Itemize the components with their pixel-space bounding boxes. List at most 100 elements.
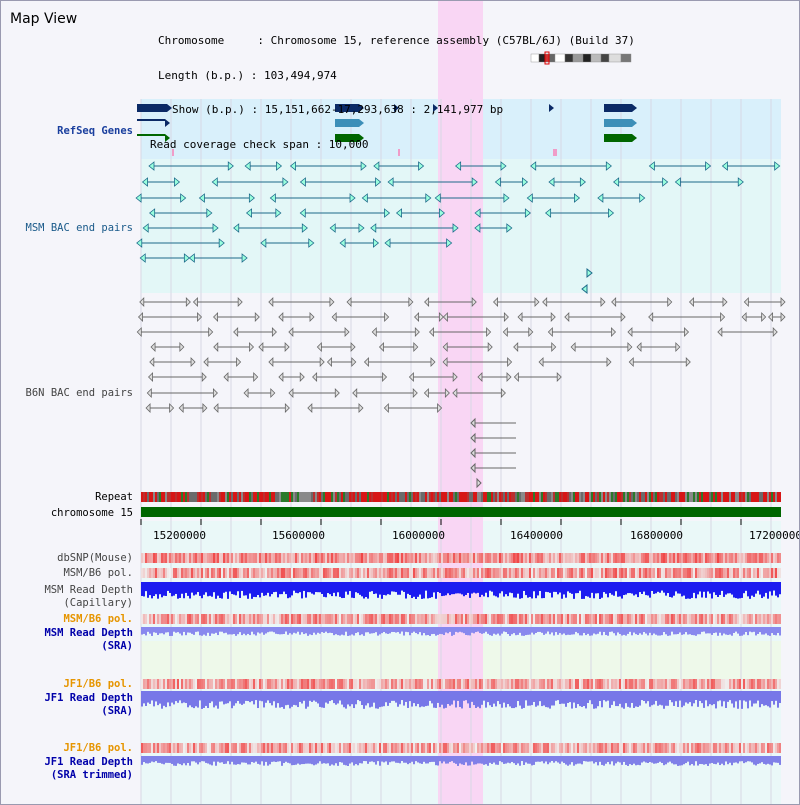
read-depth-bar xyxy=(509,582,511,593)
track-label-msm-depth-sra[interactable]: MSM Read Depth xyxy=(44,627,133,639)
b6n-end xyxy=(150,342,156,352)
polymorphism-cell xyxy=(569,568,571,578)
repeat-segment xyxy=(147,492,149,502)
polymorphism-cell xyxy=(445,614,447,624)
polymorphism-cell xyxy=(411,568,413,578)
read-depth-bar xyxy=(645,627,647,634)
repeat-segment xyxy=(737,492,739,502)
polymorphism-cell xyxy=(679,568,681,578)
read-depth-bar xyxy=(381,627,383,634)
read-depth-bar xyxy=(643,627,645,633)
read-depth-bar xyxy=(277,627,279,635)
polymorphism-cell xyxy=(775,679,777,689)
bac-end xyxy=(605,161,612,171)
polymorphism-cell xyxy=(403,743,405,753)
read-depth-bar xyxy=(531,756,533,766)
polymorphism-cell xyxy=(577,743,579,753)
polymorphism-cell xyxy=(589,553,591,563)
read-depth-bar xyxy=(185,627,187,636)
track-label-chromosome[interactable]: chromosome 15 xyxy=(50,507,133,519)
b6n-end xyxy=(149,357,155,367)
polymorphism-cell xyxy=(179,743,181,753)
read-depth-bar xyxy=(173,582,175,596)
polymorphism-cell xyxy=(655,679,657,689)
polymorphism-cell xyxy=(151,553,153,563)
read-depth-bar xyxy=(221,582,223,599)
b6n-end xyxy=(254,312,260,322)
repeat-segment xyxy=(571,492,573,502)
repeat-segment xyxy=(469,492,471,502)
track-label-jf1-depth-trimmed[interactable]: JF1 Read Depth xyxy=(44,756,133,768)
read-depth-bar xyxy=(529,627,531,635)
polymorphism-cell xyxy=(755,568,757,578)
polymorphism-cell xyxy=(477,679,479,689)
read-depth-bar xyxy=(523,756,525,765)
polymorphism-cell xyxy=(587,679,589,689)
track-label-b6n-bac[interactable]: B6N BAC end pairs xyxy=(25,387,133,399)
polymorphism-cell xyxy=(493,743,495,753)
read-depth-bar xyxy=(769,691,771,708)
track-label-msm-depth-capillary[interactable]: MSM Read Depth xyxy=(44,584,133,596)
polymorphism-cell xyxy=(217,743,219,753)
polymorphism-cell xyxy=(173,568,175,578)
read-depth-bar xyxy=(697,756,699,766)
read-depth-bar xyxy=(197,756,199,765)
polymorphism-cell xyxy=(295,553,297,563)
read-depth-bar xyxy=(715,627,717,633)
read-depth-bar xyxy=(215,627,217,633)
read-depth-bar xyxy=(209,691,211,704)
polymorphism-cell xyxy=(513,743,515,753)
b6n-end xyxy=(684,327,690,337)
read-depth-bar xyxy=(211,627,213,634)
polymorphism-cell xyxy=(253,743,255,753)
read-depth-bar xyxy=(541,756,543,762)
read-depth-bar xyxy=(205,582,207,593)
polymorphism-cell xyxy=(697,568,699,578)
polymorphism-cell xyxy=(419,614,421,624)
repeat-segment xyxy=(593,492,595,502)
track-label-repeat[interactable]: Repeat xyxy=(95,491,133,503)
repeat-segment xyxy=(433,492,435,502)
read-depth-bar xyxy=(617,691,619,707)
polymorphism-cell xyxy=(515,553,517,563)
polymorphism-cell xyxy=(229,614,231,624)
polymorphism-cell xyxy=(719,568,721,578)
read-depth-bar xyxy=(559,627,561,634)
track-label-msm-b6-pol-sra[interactable]: MSM/B6 pol. xyxy=(63,613,133,625)
read-depth-bar xyxy=(217,582,219,596)
polymorphism-cell xyxy=(567,679,569,689)
read-depth-bar xyxy=(309,756,311,764)
bac-end xyxy=(212,223,219,233)
read-depth-bar xyxy=(235,756,237,765)
polymorphism-cell xyxy=(717,553,719,563)
polymorphism-cell xyxy=(725,568,727,578)
length-line: Length (b.p.) : 103,494,974 xyxy=(158,68,337,82)
track-label-msm-b6-pol[interactable]: MSM/B6 pol. xyxy=(63,567,133,579)
track-label-jf1-b6-pol[interactable]: JF1/B6 pol. xyxy=(63,678,133,690)
polymorphism-cell xyxy=(161,568,163,578)
polymorphism-cell xyxy=(237,614,239,624)
polymorphism-cell xyxy=(221,614,223,624)
polymorphism-cell xyxy=(667,553,669,563)
polymorphism-cell xyxy=(275,614,277,624)
polymorphism-cell xyxy=(231,743,233,753)
polymorphism-cell xyxy=(361,553,363,563)
track-label-msm-bac[interactable]: MSM BAC end pairs xyxy=(25,222,133,234)
polymorphism-cell xyxy=(189,614,191,624)
read-depth-bar xyxy=(377,691,379,709)
track-label-dbsnp[interactable]: dbSNP(Mouse) xyxy=(57,552,133,564)
read-depth-bar xyxy=(611,756,613,762)
repeat-segment xyxy=(757,492,759,502)
read-depth-bar xyxy=(737,691,739,709)
polymorphism-cell xyxy=(175,568,177,578)
track-label-jf1-b6-pol-trimmed[interactable]: JF1/B6 pol. xyxy=(63,742,133,754)
polymorphism-cell xyxy=(321,614,323,624)
read-depth-bar xyxy=(259,627,261,634)
track-label-refseq[interactable]: RefSeq Genes xyxy=(57,125,133,137)
read-depth-bar xyxy=(403,582,405,592)
polymorphism-cell xyxy=(667,743,669,753)
polymorphism-cell xyxy=(605,568,607,578)
polymorphism-cell xyxy=(291,553,293,563)
track-label-jf1-depth-sra[interactable]: JF1 Read Depth xyxy=(44,692,133,704)
polymorphism-cell xyxy=(187,553,189,563)
